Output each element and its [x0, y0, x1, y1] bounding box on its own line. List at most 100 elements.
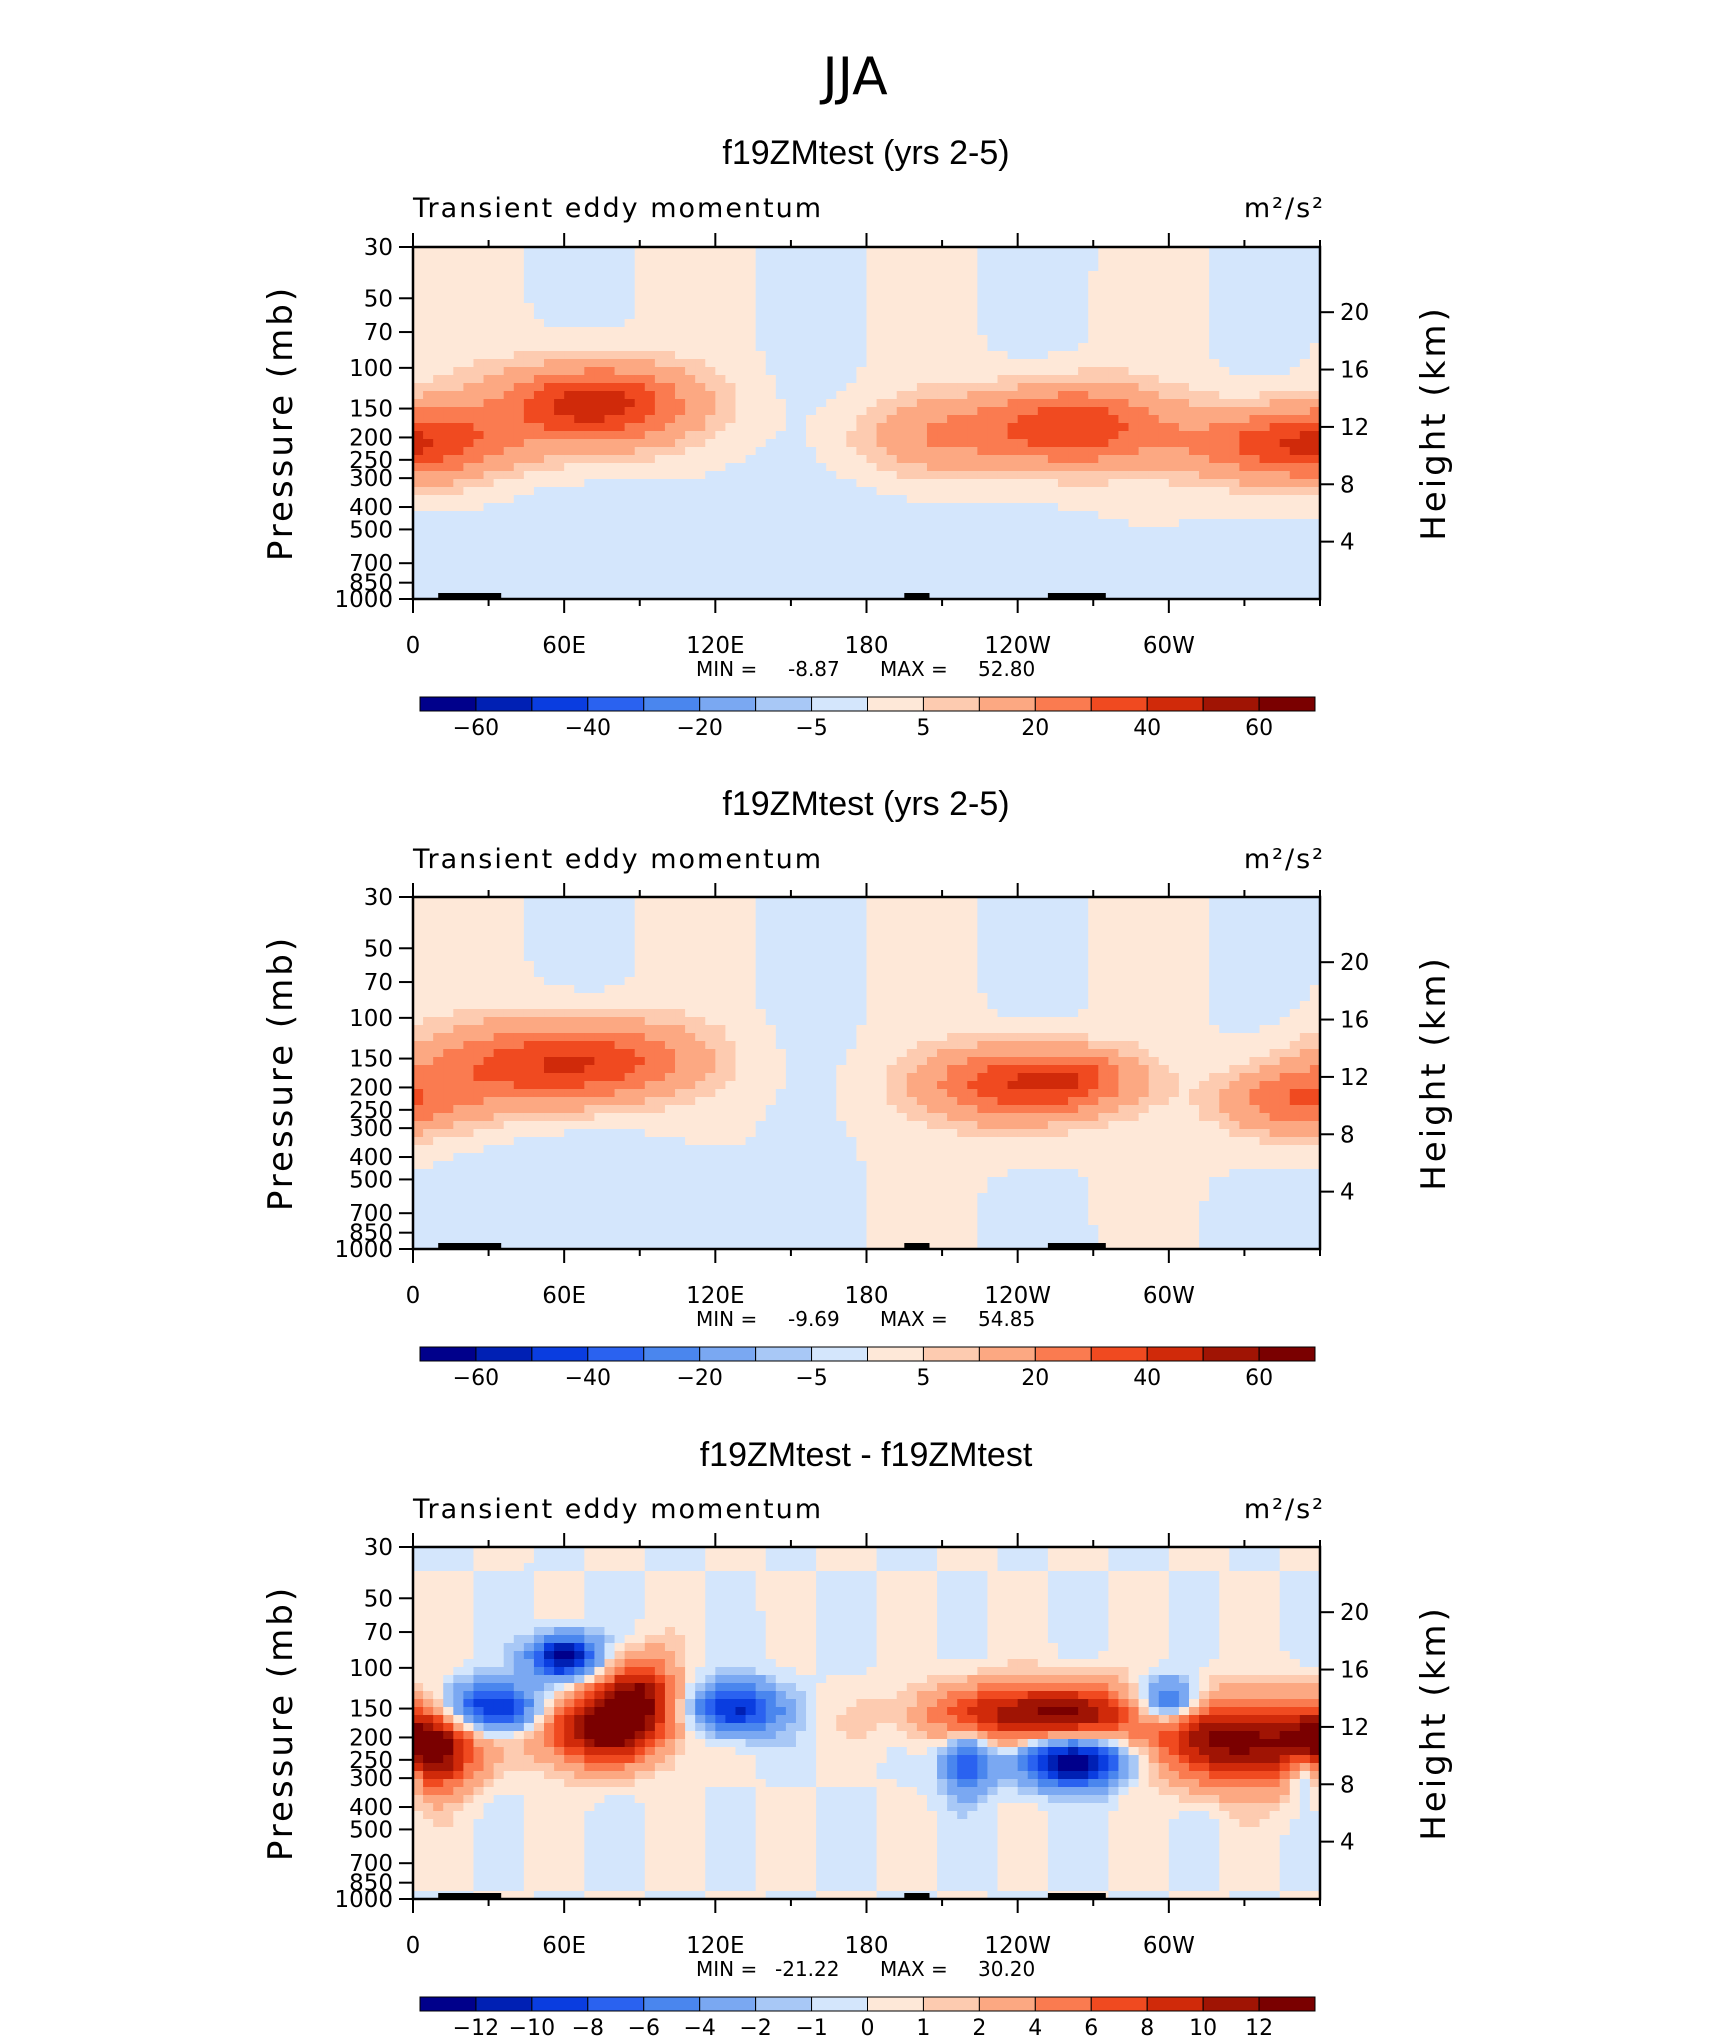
heatmap-cell: [856, 543, 868, 552]
heatmap-cell: [806, 471, 817, 480]
heatmap-cell: [705, 487, 716, 496]
heatmap-cell: [685, 969, 696, 978]
heatmap-cell: [1148, 961, 1160, 970]
heatmap-cell: [664, 495, 676, 504]
colorbar-label: −5: [795, 716, 827, 741]
heatmap-cell: [1057, 495, 1069, 504]
heatmap-cell: [1078, 527, 1089, 536]
heatmap-cell: [1229, 913, 1240, 922]
heatmap-cell: [1259, 319, 1271, 328]
heatmap-cell: [423, 559, 434, 568]
heatmap-cell: [795, 567, 807, 576]
heatmap-cell: [463, 583, 475, 592]
heatmap-cell: [886, 913, 898, 922]
heatmap-cell: [423, 431, 434, 440]
heatmap-cell: [967, 327, 978, 336]
heatmap-cell: [947, 961, 958, 970]
heatmap-cell: [1047, 961, 1059, 970]
heatmap-cell: [705, 921, 716, 930]
heatmap-cell: [755, 559, 767, 568]
heatmap-cell: [916, 319, 928, 328]
heatmap-cell: [443, 287, 454, 296]
heatmap-cell: [765, 287, 777, 296]
heatmap-cell: [544, 479, 555, 488]
heatmap-cell: [1108, 463, 1120, 472]
heatmap-cell: [503, 423, 515, 432]
heatmap-cell: [604, 937, 616, 946]
heatmap-cell: [745, 913, 757, 922]
heatmap-cell: [1128, 535, 1140, 544]
heatmap-cell: [433, 455, 444, 464]
heatmap-cell: [1249, 271, 1261, 280]
heatmap-cell: [473, 255, 485, 264]
heatmap-cell: [564, 519, 575, 528]
heatmap-cell: [846, 921, 858, 930]
heatmap-cell: [473, 399, 485, 408]
heatmap-cell: [926, 567, 938, 576]
heatmap-cell: [1088, 399, 1099, 408]
heatmap-cell: [443, 351, 454, 360]
heatmap-cell: [977, 551, 989, 560]
heatmap-cell: [745, 463, 757, 472]
heatmap-cell: [1027, 439, 1039, 448]
heatmap-cell: [483, 415, 495, 424]
heatmap-cell: [624, 255, 636, 264]
heatmap-cell: [1068, 559, 1079, 568]
heatmap-cell: [987, 431, 999, 440]
heatmap-cell: [1188, 455, 1200, 464]
heatmap-cell: [1118, 335, 1130, 344]
heatmap-cell: [755, 335, 767, 344]
heatmap-cell: [775, 913, 787, 922]
heatmap-cell: [413, 913, 424, 922]
heatmap-cell: [523, 575, 535, 584]
heatmap-cell: [906, 247, 918, 256]
heatmap-cell: [594, 897, 606, 906]
heatmap-cell: [443, 945, 454, 954]
heatmap-cell: [1299, 575, 1311, 584]
heatmap-cell: [705, 359, 716, 368]
heatmap-cell: [1057, 431, 1069, 440]
heatmap-cell: [1299, 303, 1311, 312]
heatmap-cell: [433, 905, 444, 914]
heatmap-cell: [624, 455, 636, 464]
heatmap-cell: [987, 383, 999, 392]
heatmap-cell: [967, 399, 978, 408]
heatmap-cell: [1027, 271, 1039, 280]
heatmap-cell: [967, 351, 978, 360]
heatmap-cell: [1007, 519, 1019, 528]
heatmap-cell: [493, 439, 505, 448]
heatmap-cell: [1299, 383, 1311, 392]
heatmap-cell: [664, 423, 676, 432]
heatmap-cell: [806, 383, 817, 392]
heatmap-cell: [937, 303, 948, 312]
heatmap-cell: [1037, 271, 1049, 280]
heatmap-cell: [745, 511, 757, 520]
heatmap-cell: [1148, 343, 1160, 352]
heatmap-cell: [483, 929, 495, 938]
heatmap-cell: [644, 415, 656, 424]
heatmap-cell: [926, 535, 938, 544]
heatmap-cell: [1047, 535, 1059, 544]
heatmap-cell: [1118, 319, 1130, 328]
heatmap-cell: [745, 961, 757, 970]
panel-2-left-label: Transient eddy momentum: [412, 844, 823, 875]
heatmap-cell: [584, 311, 595, 320]
heatmap-cell: [1168, 343, 1180, 352]
heatmap-cell: [473, 567, 485, 576]
heatmap-cell: [564, 327, 575, 336]
heatmap-cell: [1199, 961, 1210, 970]
heatmap-cell: [1158, 591, 1170, 600]
heatmap-cell: [644, 351, 656, 360]
topography-mask: [1047, 593, 1106, 599]
heatmap-cell: [1108, 961, 1120, 970]
heatmap-cell: [957, 447, 968, 456]
heatmap-cell: [1249, 447, 1261, 456]
heatmap-cell: [644, 953, 656, 962]
heatmap-cell: [413, 463, 424, 472]
heatmap-cell: [886, 551, 898, 560]
heatmap-cell: [876, 351, 888, 360]
heatmap-cell: [533, 407, 545, 416]
heatmap-cell: [765, 559, 777, 568]
heatmap-cell: [1088, 519, 1099, 528]
heatmap-cell: [795, 359, 807, 368]
